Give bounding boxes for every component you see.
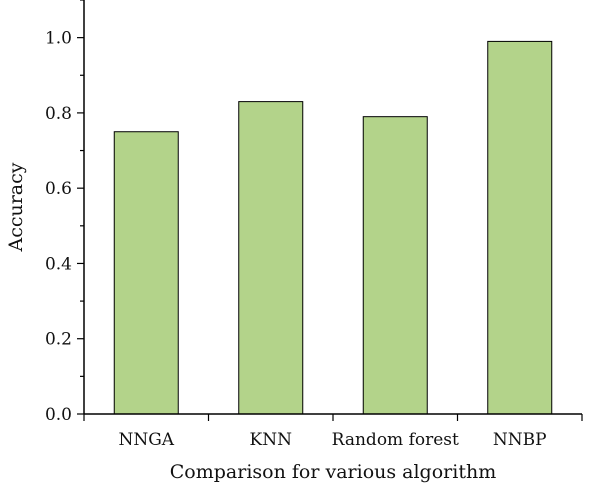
bar-random-forest [362,116,428,415]
y-tick-label: 0.6 [45,179,72,199]
y-axis-ticks: 0.0 0.2 0.4 0.6 0.8 1.0 [45,0,84,425]
bars-layer [113,40,553,415]
x-tick-label: Random forest [332,430,459,450]
x-axis-title: Comparison for various algorithm [170,461,496,483]
y-tick-label: 0.8 [45,104,72,124]
x-tick-label: NNBP [493,430,547,450]
y-tick-label: 0.0 [45,405,72,425]
bar-nnga [113,131,179,415]
bar-knn [238,101,304,415]
y-tick-label: 0.4 [45,254,72,274]
x-tick-label: NNGA [118,430,174,450]
bar-nnbp [487,40,553,415]
y-axis-title: Accuracy [5,162,27,252]
x-axis-ticks: NNGA KNN Random forest NNBP [83,414,583,450]
y-tick-label: 1.0 [45,29,72,49]
y-tick-label: 0.2 [45,330,72,350]
x-tick-label: KNN [250,430,293,450]
